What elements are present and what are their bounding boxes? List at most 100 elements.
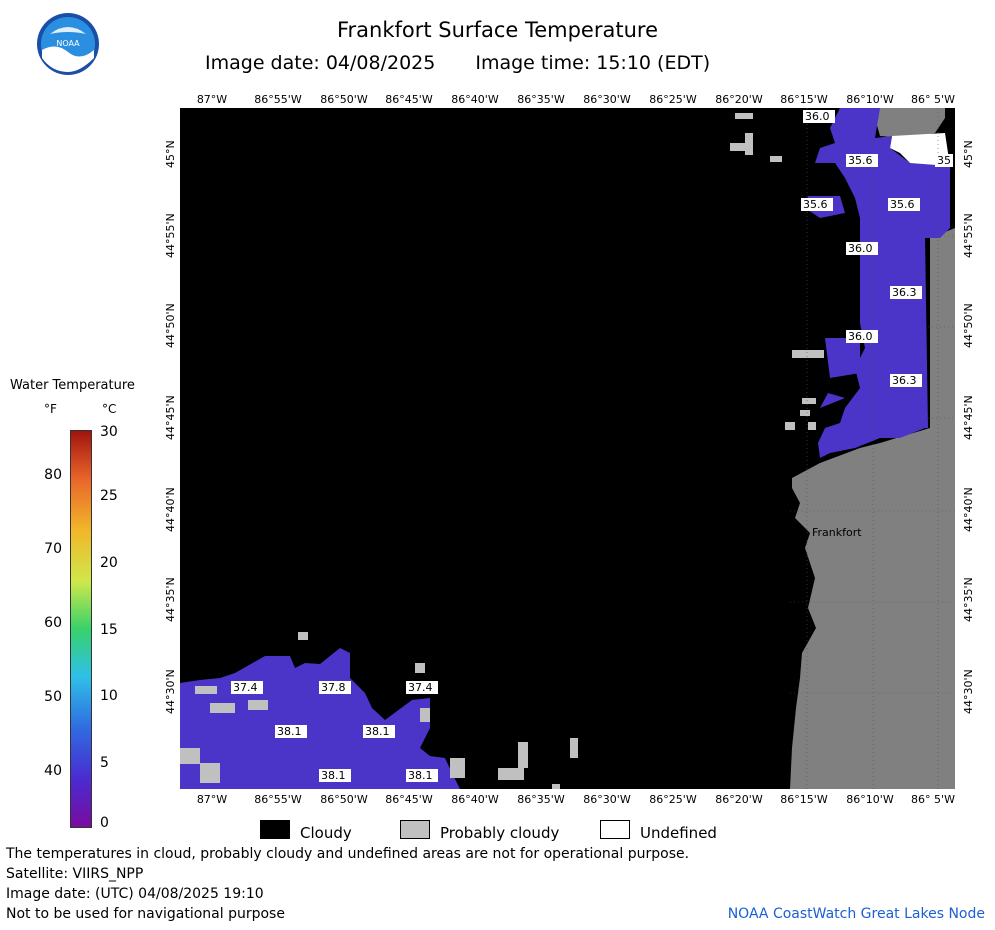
footer-disclaimer: The temperatures in cloud, probably clou… — [6, 846, 690, 862]
lat-label-right-3: 44°45'N — [962, 395, 975, 440]
legend-key-probably-cloudy-label: Probably cloudy — [440, 824, 560, 842]
lat-label-right-4: 44°40'N — [962, 487, 975, 532]
lon-label-bottom-1: 86°55'W — [254, 793, 302, 806]
lon-label-top-7: 86°25'W — [649, 93, 697, 106]
c-tick-0: 0 — [100, 815, 109, 831]
legend-key-cloudy-label: Cloudy — [300, 824, 352, 842]
temp-label-bg — [406, 769, 438, 782]
temp-label: 37.8 — [321, 681, 346, 694]
lat-label-right-2: 44°50'N — [962, 303, 975, 348]
lon-label-bottom-6: 86°30'W — [583, 793, 631, 806]
temp-label: 37.4 — [408, 681, 433, 694]
water-ne-patch — [825, 338, 860, 378]
temp-label-bg — [846, 242, 878, 255]
credit-link[interactable]: NOAA CoastWatch Great Lakes Node — [727, 906, 985, 922]
legend-key-undefined-swatch — [600, 820, 630, 839]
f-tick-80: 80 — [44, 467, 62, 483]
land-area — [790, 228, 955, 789]
temp-label-bg — [846, 330, 878, 343]
temp-label-bg — [935, 154, 953, 167]
legend-title: Water Temperature — [10, 378, 135, 393]
frankfort-marker — [800, 532, 808, 540]
temp-label-bg — [363, 725, 395, 738]
lon-label-top-0: 87°W — [196, 93, 228, 106]
temp-label: 36.3 — [892, 374, 917, 387]
temp-label: 35.6 — [848, 154, 873, 167]
lon-label-top-2: 86°50'W — [320, 93, 368, 106]
lon-label-bottom-4: 86°40'W — [451, 793, 499, 806]
temp-label-bg — [406, 681, 438, 694]
lat-label-left-6: 44°30'N — [164, 669, 177, 714]
c-tick-20: 20 — [100, 555, 118, 571]
temp-label: 35.6 — [803, 198, 828, 211]
water-ne-patch2 — [820, 393, 845, 408]
temp-label: 38.1 — [408, 769, 433, 782]
lon-label-top-9: 86°15'W — [780, 93, 828, 106]
c-tick-25: 25 — [100, 488, 118, 504]
temp-label: 36.3 — [892, 286, 917, 299]
temp-label-bg — [231, 681, 263, 694]
temp-label-bg — [319, 681, 351, 694]
lon-label-bottom-11: 86° 5'W — [911, 793, 955, 806]
temp-label: 37.4 — [233, 681, 258, 694]
legend-key-cloudy-swatch — [260, 820, 290, 839]
c-tick-5: 5 — [100, 755, 109, 771]
temp-label: 38.1 — [321, 769, 346, 782]
water-ne — [815, 108, 950, 458]
lon-label-bottom-3: 86°45'W — [385, 793, 433, 806]
temp-label: 36.0 — [805, 110, 830, 123]
f-tick-70: 70 — [44, 541, 62, 557]
lat-label-left-1: 44°55'N — [164, 213, 177, 258]
lon-label-bottom-2: 86°50'W — [320, 793, 368, 806]
frankfort-label: Frankfort — [812, 526, 862, 539]
lon-label-top-5: 86°35'W — [517, 93, 565, 106]
lon-label-bottom-9: 86°15'W — [780, 793, 828, 806]
footer-image-date: Image date: (UTC) 04/08/2025 19:10 — [6, 886, 264, 902]
noaa-logo: NOAA — [37, 13, 99, 75]
lon-label-top-11: 86° 5'W — [911, 93, 955, 106]
c-tick-30: 30 — [100, 424, 118, 440]
lon-label-bottom-5: 86°35'W — [517, 793, 565, 806]
lon-label-bottom-7: 86°25'W — [649, 793, 697, 806]
footer-satellite: Satellite: VIIRS_NPP — [6, 866, 144, 882]
lat-label-right-5: 44°35'N — [962, 577, 975, 622]
lat-label-left-4: 44°40'N — [164, 487, 177, 532]
lat-label-left-2: 44°50'N — [164, 303, 177, 348]
page-title: Frankfort Surface Temperature — [336, 18, 658, 42]
lat-label-left-0: 45°N — [164, 140, 177, 168]
lon-label-bottom-0: 87°W — [196, 793, 228, 806]
svg-text:NOAA: NOAA — [56, 39, 80, 48]
lon-label-top-4: 86°40'W — [451, 93, 499, 106]
land-north — [875, 108, 945, 138]
lon-label-top-8: 86°20'W — [715, 93, 763, 106]
temp-label: 38.1 — [365, 725, 390, 738]
footer-navigation-note: Not to be used for navigational purpose — [6, 906, 285, 922]
lat-label-right-6: 44°30'N — [962, 669, 975, 714]
f-tick-40: 40 — [44, 763, 62, 779]
temp-label: 35.6 — [890, 198, 915, 211]
legend-key-undefined-label: Undefined — [640, 824, 717, 842]
lon-label-top-1: 86°55'W — [254, 93, 302, 106]
temp-label-bg — [846, 154, 878, 167]
image-datetime: Image date: 04/08/2025 Image time: 15:10 … — [205, 52, 750, 74]
lat-label-left-5: 44°35'N — [164, 577, 177, 622]
temp-label-bg — [888, 198, 920, 211]
lon-label-bottom-8: 86°20'W — [715, 793, 763, 806]
lon-label-bottom-10: 86°10'W — [846, 793, 894, 806]
lat-label-right-1: 44°55'N — [962, 213, 975, 258]
temp-label-bg — [890, 286, 922, 299]
c-tick-10: 10 — [100, 688, 118, 704]
lon-label-top-3: 86°45'W — [385, 93, 433, 106]
temp-label-bg — [319, 769, 351, 782]
temp-label-bg — [275, 725, 307, 738]
legend-key-probably-cloudy-swatch — [400, 820, 430, 839]
lon-label-top-10: 86°10'W — [846, 93, 894, 106]
unit-celsius: °C — [102, 402, 117, 416]
image-date: Image date: 04/08/2025 — [205, 52, 436, 74]
temp-label-bg — [801, 198, 833, 211]
lat-label-left-3: 44°45'N — [164, 395, 177, 440]
image-time: Image time: 15:10 (EDT) — [475, 52, 711, 74]
lon-label-top-6: 86°30'W — [583, 93, 631, 106]
temp-label: 35 — [937, 154, 951, 167]
temp-label-bg — [803, 110, 835, 123]
